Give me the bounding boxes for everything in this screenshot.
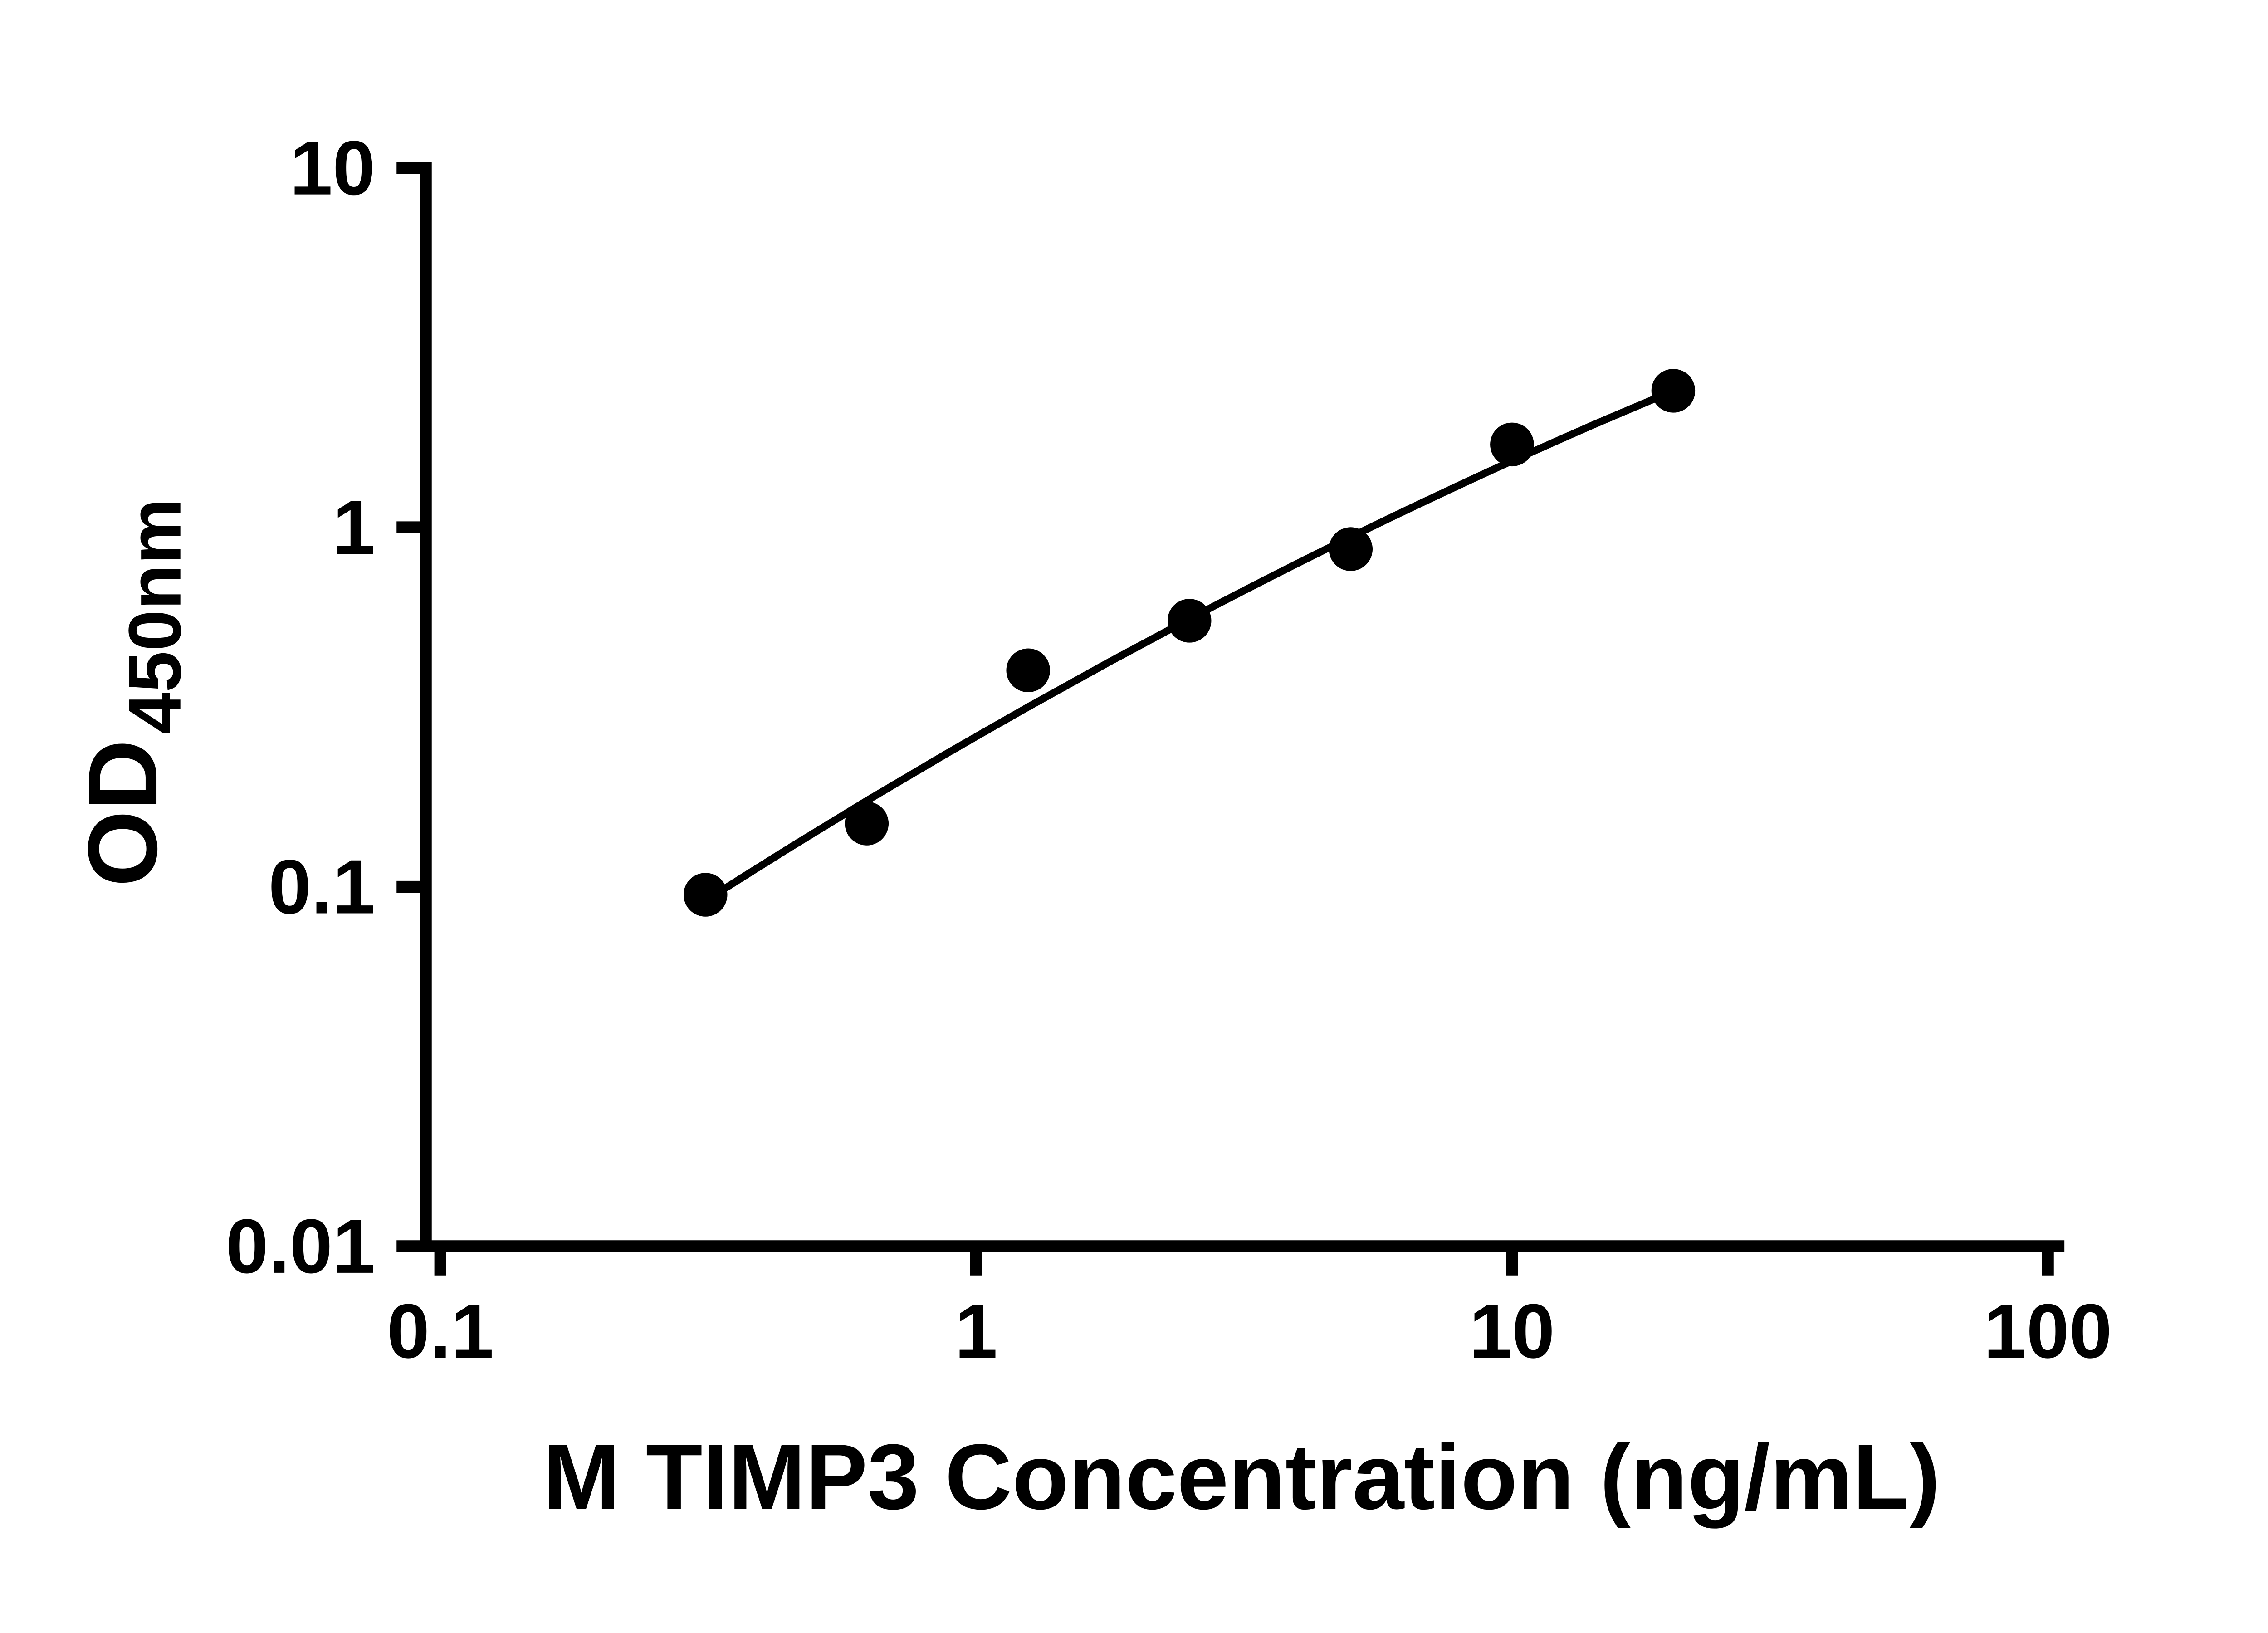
y-tick-label: 0.01 xyxy=(225,1203,375,1289)
y-tick-label: 10 xyxy=(290,125,376,211)
data-point-marker xyxy=(1167,599,1212,643)
x-tick-label: 10 xyxy=(1469,1288,1555,1374)
data-point-marker xyxy=(1006,648,1050,693)
tick-marks xyxy=(396,162,2054,1276)
x-tick-label: 0.1 xyxy=(387,1288,494,1374)
x-tick-label: 100 xyxy=(1984,1288,2112,1374)
y-axis-title-subscript: 450nm xyxy=(113,499,196,734)
data-point-marker xyxy=(1329,527,1373,571)
data-point-marker xyxy=(684,873,728,917)
y-tick-label: 1 xyxy=(332,484,375,570)
data-point-marker xyxy=(845,802,889,846)
y-axis-title-main: OD xyxy=(68,739,177,887)
data-point-marker xyxy=(1651,369,1696,413)
axes xyxy=(420,162,2065,1252)
data-points xyxy=(684,369,1696,917)
y-axis-title: OD 450nm xyxy=(68,499,196,887)
y-tick-label: 0.1 xyxy=(269,843,376,929)
data-point-marker xyxy=(1490,422,1534,467)
x-axis-title: M TIMP3 Concentration (ng/mL) xyxy=(543,1425,1940,1529)
x-tick-label: 1 xyxy=(955,1288,997,1374)
